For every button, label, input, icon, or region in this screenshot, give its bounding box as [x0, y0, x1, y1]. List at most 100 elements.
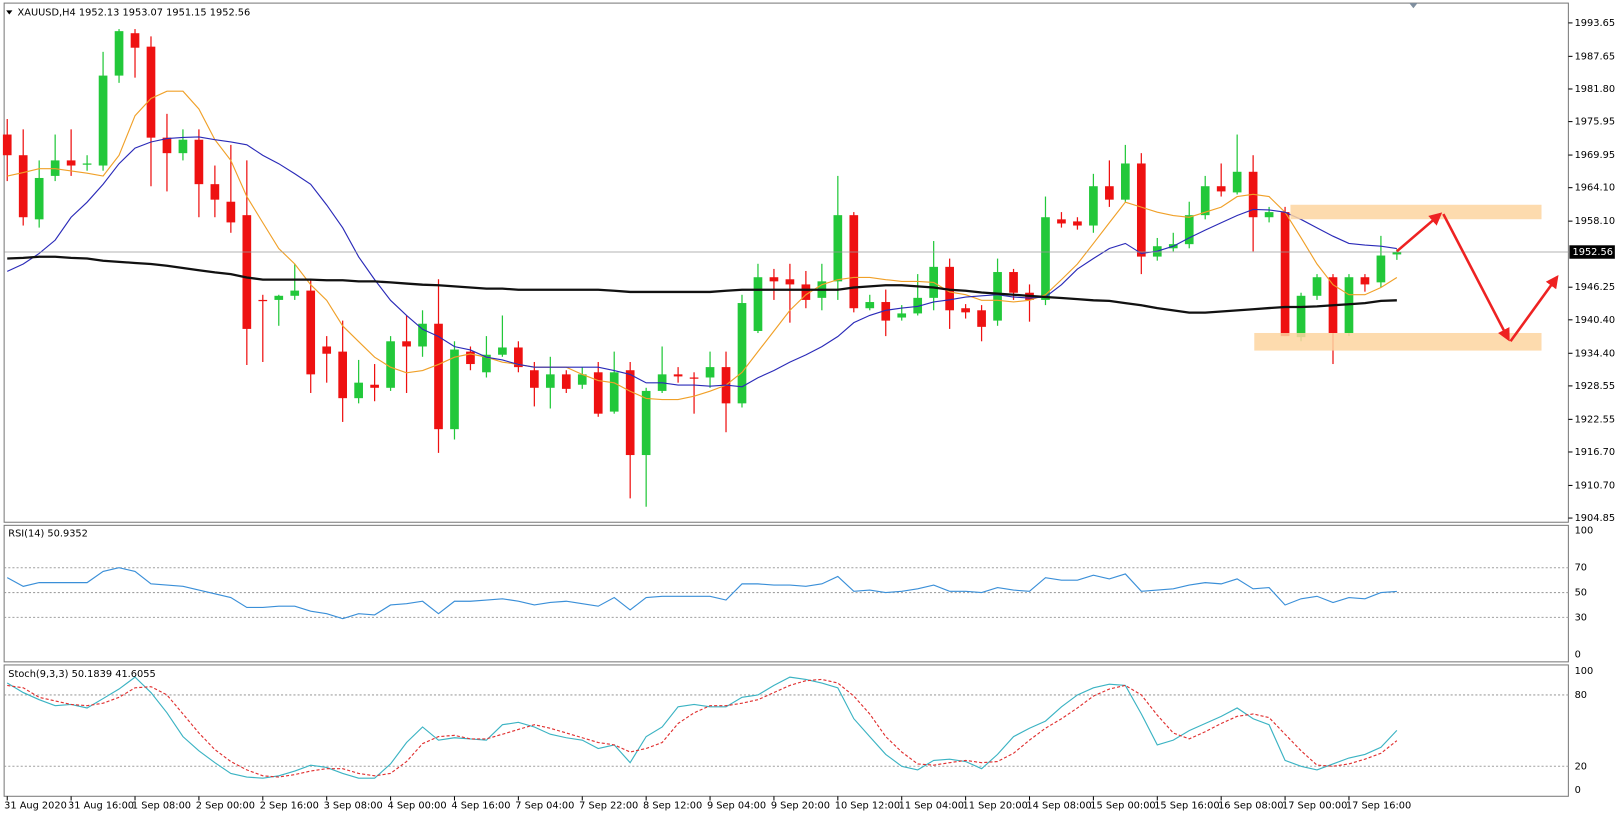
candle-body: [18, 155, 28, 218]
indicator-line: [6, 676, 1398, 779]
candle-body: [370, 384, 379, 388]
candle-body: [146, 46, 156, 138]
rsi-header: RSI(14) 50.9352: [8, 529, 88, 540]
last-low: 1951.15: [166, 7, 206, 18]
x-tick-label: 3 Sep 08:00: [324, 801, 383, 812]
candle-body: [290, 290, 300, 296]
rsi-last: 50.9352: [47, 529, 87, 540]
candle-body: [450, 349, 459, 430]
candle-body: [625, 370, 635, 456]
candle-body: [865, 302, 875, 309]
candle-body: [98, 75, 108, 166]
candle-body: [769, 277, 779, 282]
x-tick-label: 8 Sep 12:00: [643, 801, 702, 812]
candle-body: [1105, 186, 1114, 200]
y-tick-label: 50: [1575, 588, 1587, 599]
x-tick-label: 10 Sep 12:00: [835, 801, 900, 812]
candle-body: [593, 372, 603, 414]
x-tick-label: 7 Sep 04:00: [515, 801, 574, 812]
candle-body: [274, 295, 284, 300]
candle-body: [402, 341, 411, 347]
candle-body: [130, 33, 140, 48]
candle-body: [34, 177, 44, 220]
candle-body: [689, 377, 699, 379]
main-header: XAUUSD,H4 1952.13 1953.07 1951.15 1952.5…: [18, 7, 251, 18]
moving-average: [7, 255, 1397, 314]
candle-body: [609, 372, 619, 412]
candle-body: [737, 303, 747, 404]
stoch-signal-last: 41.6055: [115, 669, 155, 680]
forecast-arrow: [1396, 212, 1443, 253]
current-price-box: [1569, 245, 1615, 259]
candle-body: [482, 354, 491, 373]
last-open: 1952.13: [79, 7, 119, 18]
last-high: 1953.07: [123, 7, 163, 18]
candle-body: [1296, 295, 1306, 338]
y-tick-label: 0: [1575, 785, 1581, 796]
moving-average: [6, 136, 1397, 388]
indicator-line: [7, 678, 1398, 778]
candle-body: [418, 323, 427, 347]
candle-body: [801, 284, 811, 300]
candle-body: [1280, 212, 1290, 337]
x-tick-label: 9 Sep 20:00: [771, 801, 830, 812]
candle-body: [945, 266, 954, 311]
y-tick-label: 80: [1575, 690, 1587, 701]
y-tick-label: 1928.55: [1575, 381, 1615, 392]
x-tick-label: 9 Sep 04:00: [707, 801, 766, 812]
candle-body: [977, 310, 986, 327]
x-tick-label: 16 Sep 08:00: [1218, 801, 1283, 812]
candle-body: [498, 347, 507, 355]
candle-body: [673, 374, 683, 377]
rsi-panel-frame: [3, 524, 1569, 663]
y-tick-label: 100: [1575, 666, 1594, 677]
candle-body: [1136, 163, 1146, 257]
candle-body: [1121, 163, 1130, 200]
candle-body: [1360, 277, 1370, 285]
candle-body: [913, 297, 923, 314]
menu-triangle: [6, 10, 13, 15]
x-tick-label: 11 Sep 20:00: [963, 801, 1028, 812]
y-tick-label: 1904.85: [1575, 513, 1615, 524]
candle-body: [1200, 186, 1210, 216]
x-tick-label: 17 Sep 16:00: [1346, 801, 1411, 812]
y-tick-label: 0: [1575, 650, 1581, 661]
candle-body: [705, 367, 715, 378]
x-tick-label: 7 Sep 22:00: [579, 801, 638, 812]
support-zone: [1254, 332, 1542, 351]
candle-body: [2, 134, 12, 156]
y-tick-label: 1940.40: [1575, 315, 1615, 326]
y-tick-label: 70: [1575, 563, 1587, 574]
y-tick-label: 1975.95: [1575, 117, 1615, 128]
y-tick-label: 1910.70: [1575, 480, 1615, 491]
marks: 1993.65 1987.65 1981.80 1975.95 1969.95 1964.…: [2, 18, 1615, 812]
candle-body: [210, 184, 220, 200]
moving-average: [7, 90, 1398, 401]
candle-body: [530, 370, 539, 388]
y-tick-label: 1987.65: [1575, 51, 1615, 62]
candle-body: [466, 351, 475, 365]
candle-body: [1073, 221, 1082, 226]
y-tick-label: 30: [1575, 612, 1587, 623]
candle-body: [162, 137, 172, 154]
candle-body: [1264, 212, 1274, 218]
x-tick-label: 14 Sep 08:00: [1026, 801, 1091, 812]
candle-body: [753, 277, 763, 331]
candle-body: [993, 272, 1002, 321]
candle-body: [514, 347, 523, 368]
stoch-panel-frame: [3, 664, 1569, 797]
candle-body: [354, 382, 363, 399]
symbol: XAUUSD,H4: [18, 7, 76, 18]
candle-body: [1392, 252, 1402, 255]
y-tick-label: 1981.80: [1575, 84, 1615, 95]
candle-body: [386, 341, 395, 388]
candle-body: [1041, 217, 1050, 300]
candle-body: [1376, 255, 1386, 283]
x-tick-label: 1 Sep 08:00: [132, 801, 191, 812]
x-tick-label: 11 Sep 04:00: [899, 801, 964, 812]
main-panel-frame: [3, 2, 1569, 523]
x-tick-label: 31 Aug 2020: [4, 801, 67, 812]
x-tick-label: 4 Sep 00:00: [387, 801, 446, 812]
x-tick-label: 17 Sep 00:00: [1282, 801, 1347, 812]
